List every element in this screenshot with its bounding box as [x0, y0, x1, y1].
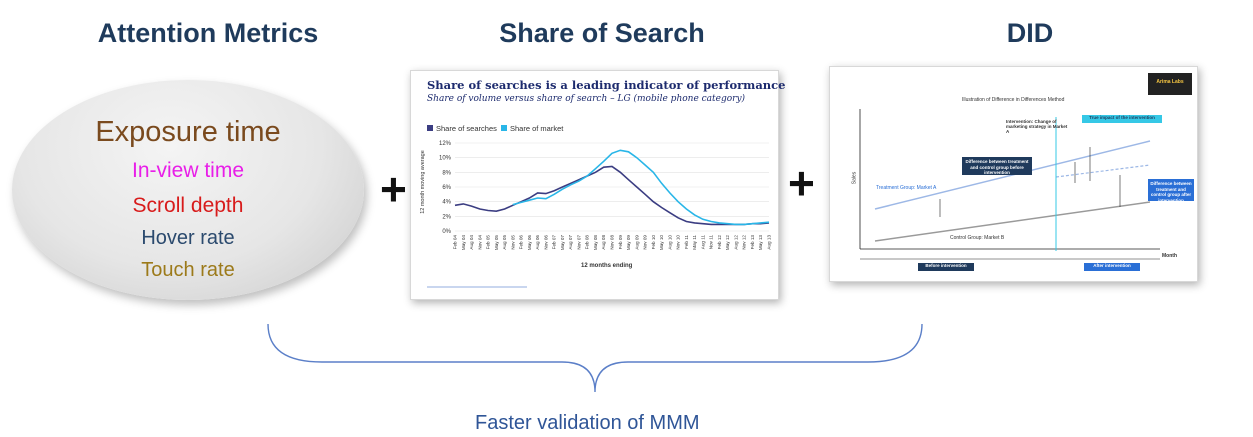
- x-tick-label: Aug 06: [535, 235, 540, 250]
- treatment-group-label: Treatment Group: Market A: [876, 185, 937, 191]
- x-tick-label: Feb 13: [750, 235, 755, 250]
- x-tick-label: Nov 11: [709, 235, 714, 250]
- x-tick-label: May 09: [626, 235, 631, 251]
- did-x-axis-label: Month: [1162, 253, 1177, 259]
- x-tick-label: May 08: [593, 235, 598, 251]
- sos-line-chart: 0% 2% 4% 6% 8% 10% 12% Feb 04 May 04 Aug 04 Nov 04…: [439, 141, 772, 251]
- touch-rate-label: Touch rate: [141, 259, 235, 281]
- control-line: [874, 201, 1151, 242]
- x-tick-label: Feb 09: [618, 235, 623, 250]
- sos-source-line: [427, 286, 527, 288]
- plus-sign-2: +: [788, 157, 815, 209]
- did-heading: DID: [1006, 18, 1054, 48]
- sos-legend-market: Share of market: [501, 118, 563, 136]
- true-impact-box: True impact of the intervention: [1082, 115, 1162, 123]
- x-tick-label: Nov 12: [742, 235, 747, 250]
- attention-metrics-ellipse: [12, 80, 364, 300]
- legend-label-market: Share of market: [510, 124, 564, 133]
- x-tick-label: Nov 10: [676, 235, 681, 250]
- share-of-search-heading: Share of Search: [499, 18, 705, 48]
- did-diagram-lines: [859, 109, 1160, 260]
- x-tick-label: Feb 06: [519, 235, 524, 250]
- arima-logo: Arima Labs: [1148, 73, 1192, 95]
- y-tick-label: 6%: [442, 185, 451, 191]
- x-tick-label: Nov 09: [643, 235, 648, 250]
- legend-swatch-searches: [427, 125, 433, 131]
- x-tick-label: May 12: [725, 235, 730, 251]
- x-tick-label: Nov 05: [510, 235, 515, 250]
- x-tick-label: Feb 07: [552, 235, 557, 250]
- x-tick-label: May 13: [758, 235, 763, 251]
- curly-brace: [267, 323, 923, 393]
- x-tick-label: Aug 12: [733, 235, 738, 250]
- in-view-time-label: In-view time: [131, 159, 245, 182]
- share-of-search-card: Share of searches is a leading indicator…: [410, 70, 785, 300]
- x-tick-label: Feb 12: [717, 235, 722, 250]
- legend-label-searches: Share of searches: [436, 124, 497, 133]
- x-tick-label: May 10: [659, 235, 664, 251]
- hover-rate-label: Hover rate: [141, 227, 235, 249]
- did-diagram-title: Illustration of Difference in Difference…: [962, 97, 1065, 103]
- x-tick-label: Nov 04: [477, 235, 482, 250]
- intervention-label: Intervention: Change of marketing strate…: [1006, 119, 1068, 134]
- x-tick-label: Aug 13: [767, 235, 772, 250]
- y-tick-label: 10%: [439, 156, 452, 162]
- x-tick-label: Aug 07: [568, 235, 573, 250]
- x-tick-label: Feb 08: [585, 235, 590, 250]
- arima-logo-text: Arima Labs: [1156, 79, 1184, 85]
- sos-chart-title: Share of searches is a leading indicator…: [427, 78, 786, 92]
- x-tick-label: May 05: [494, 235, 499, 251]
- x-tick-label: Nov 06: [543, 235, 548, 250]
- x-tick-label: May 07: [560, 235, 565, 251]
- before-intervention-box: Before intervention: [918, 263, 974, 271]
- y-tick-label: 12%: [439, 141, 452, 147]
- attention-metrics-heading: Attention Metrics: [97, 18, 319, 48]
- sos-x-axis-label: 12 months ending: [581, 263, 633, 269]
- x-tick-label: Aug 04: [469, 235, 474, 250]
- control-group-label: Control Group: Market B: [950, 235, 1005, 241]
- x-tick-label: Aug 05: [502, 235, 507, 250]
- counterfactual-line: [1055, 164, 1151, 178]
- did-card: Arima Labs Illustration of Difference in…: [829, 66, 1198, 282]
- share-of-market-line: [512, 149, 770, 226]
- diff-before-box: Difference between treatment and control…: [962, 157, 1032, 175]
- x-tick-label: May 11: [692, 235, 697, 250]
- faster-validation-label: Faster validation of MMM: [475, 412, 700, 434]
- x-tick-label: Nov 08: [610, 235, 615, 250]
- x-tick-label: Nov 07: [576, 235, 581, 250]
- x-tick-label: Aug 09: [634, 235, 639, 250]
- sos-legend-searches: Share of searches: [427, 118, 497, 136]
- x-tick-label: Aug 08: [601, 235, 606, 250]
- plus-sign-1: +: [380, 163, 407, 215]
- sos-chart-subtitle: Share of volume versus share of search –…: [427, 94, 746, 104]
- share-of-searches-line: [454, 165, 770, 226]
- diff-after-box: Difference between treatment and control…: [1148, 179, 1194, 203]
- after-intervention-box: After intervention: [1084, 263, 1140, 271]
- x-tick-label: Feb 05: [486, 235, 491, 250]
- y-tick-label: 4%: [442, 200, 451, 206]
- x-tick-label: Feb 10: [651, 235, 656, 250]
- x-tick-label: Aug 10: [667, 235, 672, 250]
- scroll-depth-label: Scroll depth: [132, 194, 244, 217]
- y-tick-label: 8%: [442, 170, 451, 176]
- legend-swatch-market: [501, 125, 507, 131]
- exposure-time-label: Exposure time: [95, 116, 281, 148]
- y-tick-label: 2%: [442, 214, 451, 220]
- x-tick-label: May 06: [527, 235, 532, 251]
- x-tick-label: May 04: [461, 235, 466, 251]
- y-tick-label: 0%: [442, 229, 451, 235]
- treatment-line: [874, 140, 1151, 210]
- x-tick-label: Feb 04: [453, 235, 458, 250]
- x-tick-label: Aug 11: [700, 235, 705, 250]
- x-tick-label: Feb 11: [684, 235, 689, 249]
